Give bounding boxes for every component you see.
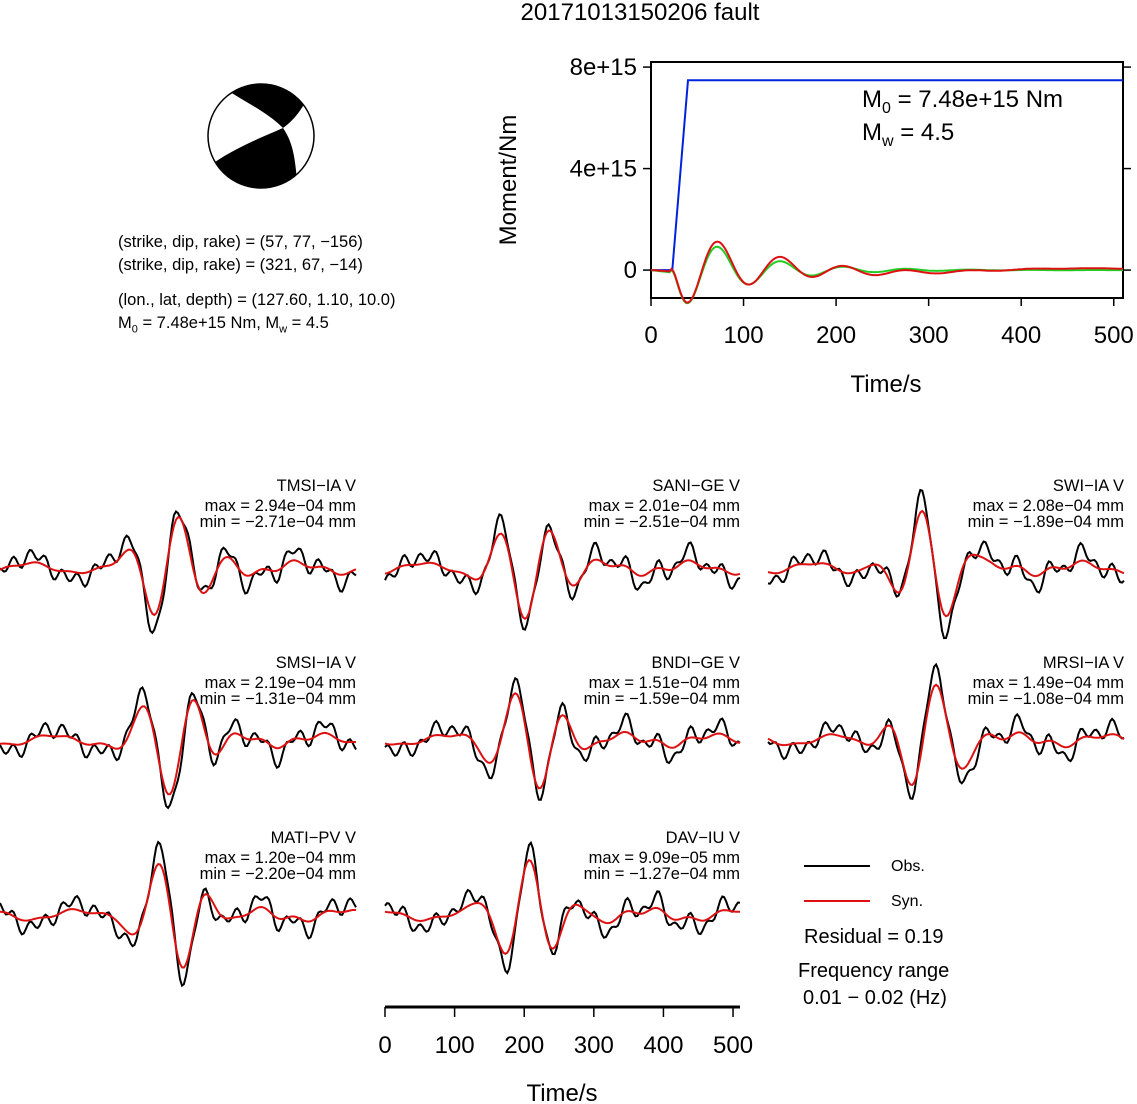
moment-ylabel: Moment/Nm: [495, 115, 522, 246]
waveform-xtick-label: 500: [713, 1032, 753, 1059]
moment-xtick-label: 400: [1001, 322, 1041, 349]
trace-min-label: min = −1.31e−04 mm: [199, 690, 356, 708]
trace-min-label: min = −2.20e−04 mm: [199, 865, 356, 883]
trace-max-label: max = 9.09e−05 mm: [588, 849, 740, 867]
moment-chart: 0 100 200 300 400 500 0 4e+15 8e+15 Moment/Nm Ti…: [495, 54, 1134, 398]
trace-obs-line: [767, 488, 1125, 640]
trace-min-label: min = −1.08e−04 mm: [967, 690, 1124, 708]
trace-station-label: MATI−PV V: [270, 829, 356, 847]
mechanism-line-2: (strike, dip, rake) = (321, 67, −14): [118, 256, 363, 274]
m0-annotation: M0 = 7.48e+15 Nm: [862, 86, 1064, 117]
trace-syn-line: [384, 858, 741, 955]
mechanism-line-1: (strike, dip, rake) = (57, 77, −156): [118, 233, 363, 251]
trace-syn-line: [384, 692, 741, 790]
trace-syn-line: [0, 863, 357, 969]
trace-max-label: max = 2.08e−04 mm: [972, 497, 1124, 515]
moment-xlabel: Time/s: [850, 371, 921, 398]
trace-min-label: min = −1.27e−04 mm: [583, 865, 740, 883]
waveform-xtick-label: 0: [378, 1032, 391, 1059]
moment-ytick-label: 4e+15: [570, 156, 637, 183]
trace-obs-line: [0, 685, 357, 810]
trace-max-label: max = 2.01e−04 mm: [588, 497, 740, 515]
trace-station-label: DAV−IU V: [665, 829, 740, 847]
beachball-icon: [207, 83, 315, 189]
location-line: (lon., lat, depth) = (127.60, 1.10, 10.0…: [118, 291, 396, 309]
moment-ytick-label: 8e+15: [570, 54, 637, 81]
moment-xtick-label: 0: [644, 322, 657, 349]
trace-station-label: SMSI−IA V: [275, 654, 356, 672]
trace-station-label: SANI−GE V: [652, 477, 740, 495]
legend-obs-label: Obs.: [891, 858, 925, 875]
trace-obs-line: [0, 840, 357, 988]
waveform-xtick-label: 100: [435, 1032, 475, 1059]
trace-min-label: min = −2.71e−04 mm: [199, 513, 356, 531]
moment-rate-curve-red: [650, 240, 1123, 304]
legend-syn-label: Syn.: [891, 893, 924, 910]
moment-rate-curve-green: [650, 245, 1123, 305]
trace-max-label: max = 2.19e−04 mm: [204, 674, 356, 692]
waveform-xtick-label: 400: [643, 1032, 683, 1059]
moment-xtick-label: 500: [1094, 322, 1134, 349]
mw-annotation: Mw = 4.5: [862, 119, 955, 150]
residual-text: Residual = 0.19: [804, 926, 944, 948]
waveform-panels: 0 100 200 300 400 500 Time/s: [0, 488, 1125, 1104]
trace-station-label: BNDI−GE V: [651, 654, 741, 672]
trace-max-label: max = 1.51e−04 mm: [588, 674, 740, 692]
page-title: 20171013150206 fault: [520, 0, 760, 26]
trace-max-label: max = 2.94e−04 mm: [204, 497, 356, 515]
frequency-value: 0.01 − 0.02 (Hz): [803, 987, 947, 1009]
trace-max-label: max = 1.20e−04 mm: [204, 849, 356, 867]
trace-station-label: SWI−IA V: [1052, 477, 1124, 495]
trace-min-label: min = −1.89e−04 mm: [967, 513, 1124, 531]
trace-syn-line: [0, 516, 357, 617]
trace-syn-line: [767, 509, 1125, 618]
trace-max-label: max = 1.49e−04 mm: [972, 674, 1124, 692]
waveform-xlabel: Time/s: [526, 1080, 597, 1104]
trace-min-label: min = −2.51e−04 mm: [583, 513, 740, 531]
legend: [804, 865, 870, 902]
trace-obs-line: [384, 513, 741, 631]
moment-xtick-label: 200: [816, 322, 856, 349]
waveform-xtick-label: 300: [574, 1032, 614, 1059]
moment-ytick-label: 0: [624, 257, 637, 284]
trace-syn-line: [384, 529, 741, 621]
moment-xtick-label: 100: [724, 322, 764, 349]
trace-obs-line: [384, 840, 741, 975]
moment-xtick-label: 300: [909, 322, 949, 349]
trace-station-label: TMSI−IA V: [276, 477, 356, 495]
moment-plot-frame: [650, 61, 1124, 299]
trace-station-label: MRSI−IA V: [1042, 654, 1124, 672]
trace-syn-line: [0, 698, 357, 796]
moment-summary-line: M0 = 7.48e+15 Nm, Mw = 4.5: [118, 314, 329, 336]
trace-syn-line: [767, 683, 1125, 786]
waveform-xtick-label: 200: [504, 1032, 544, 1059]
frequency-label: Frequency range: [798, 960, 950, 982]
trace-min-label: min = −1.59e−04 mm: [583, 690, 740, 708]
